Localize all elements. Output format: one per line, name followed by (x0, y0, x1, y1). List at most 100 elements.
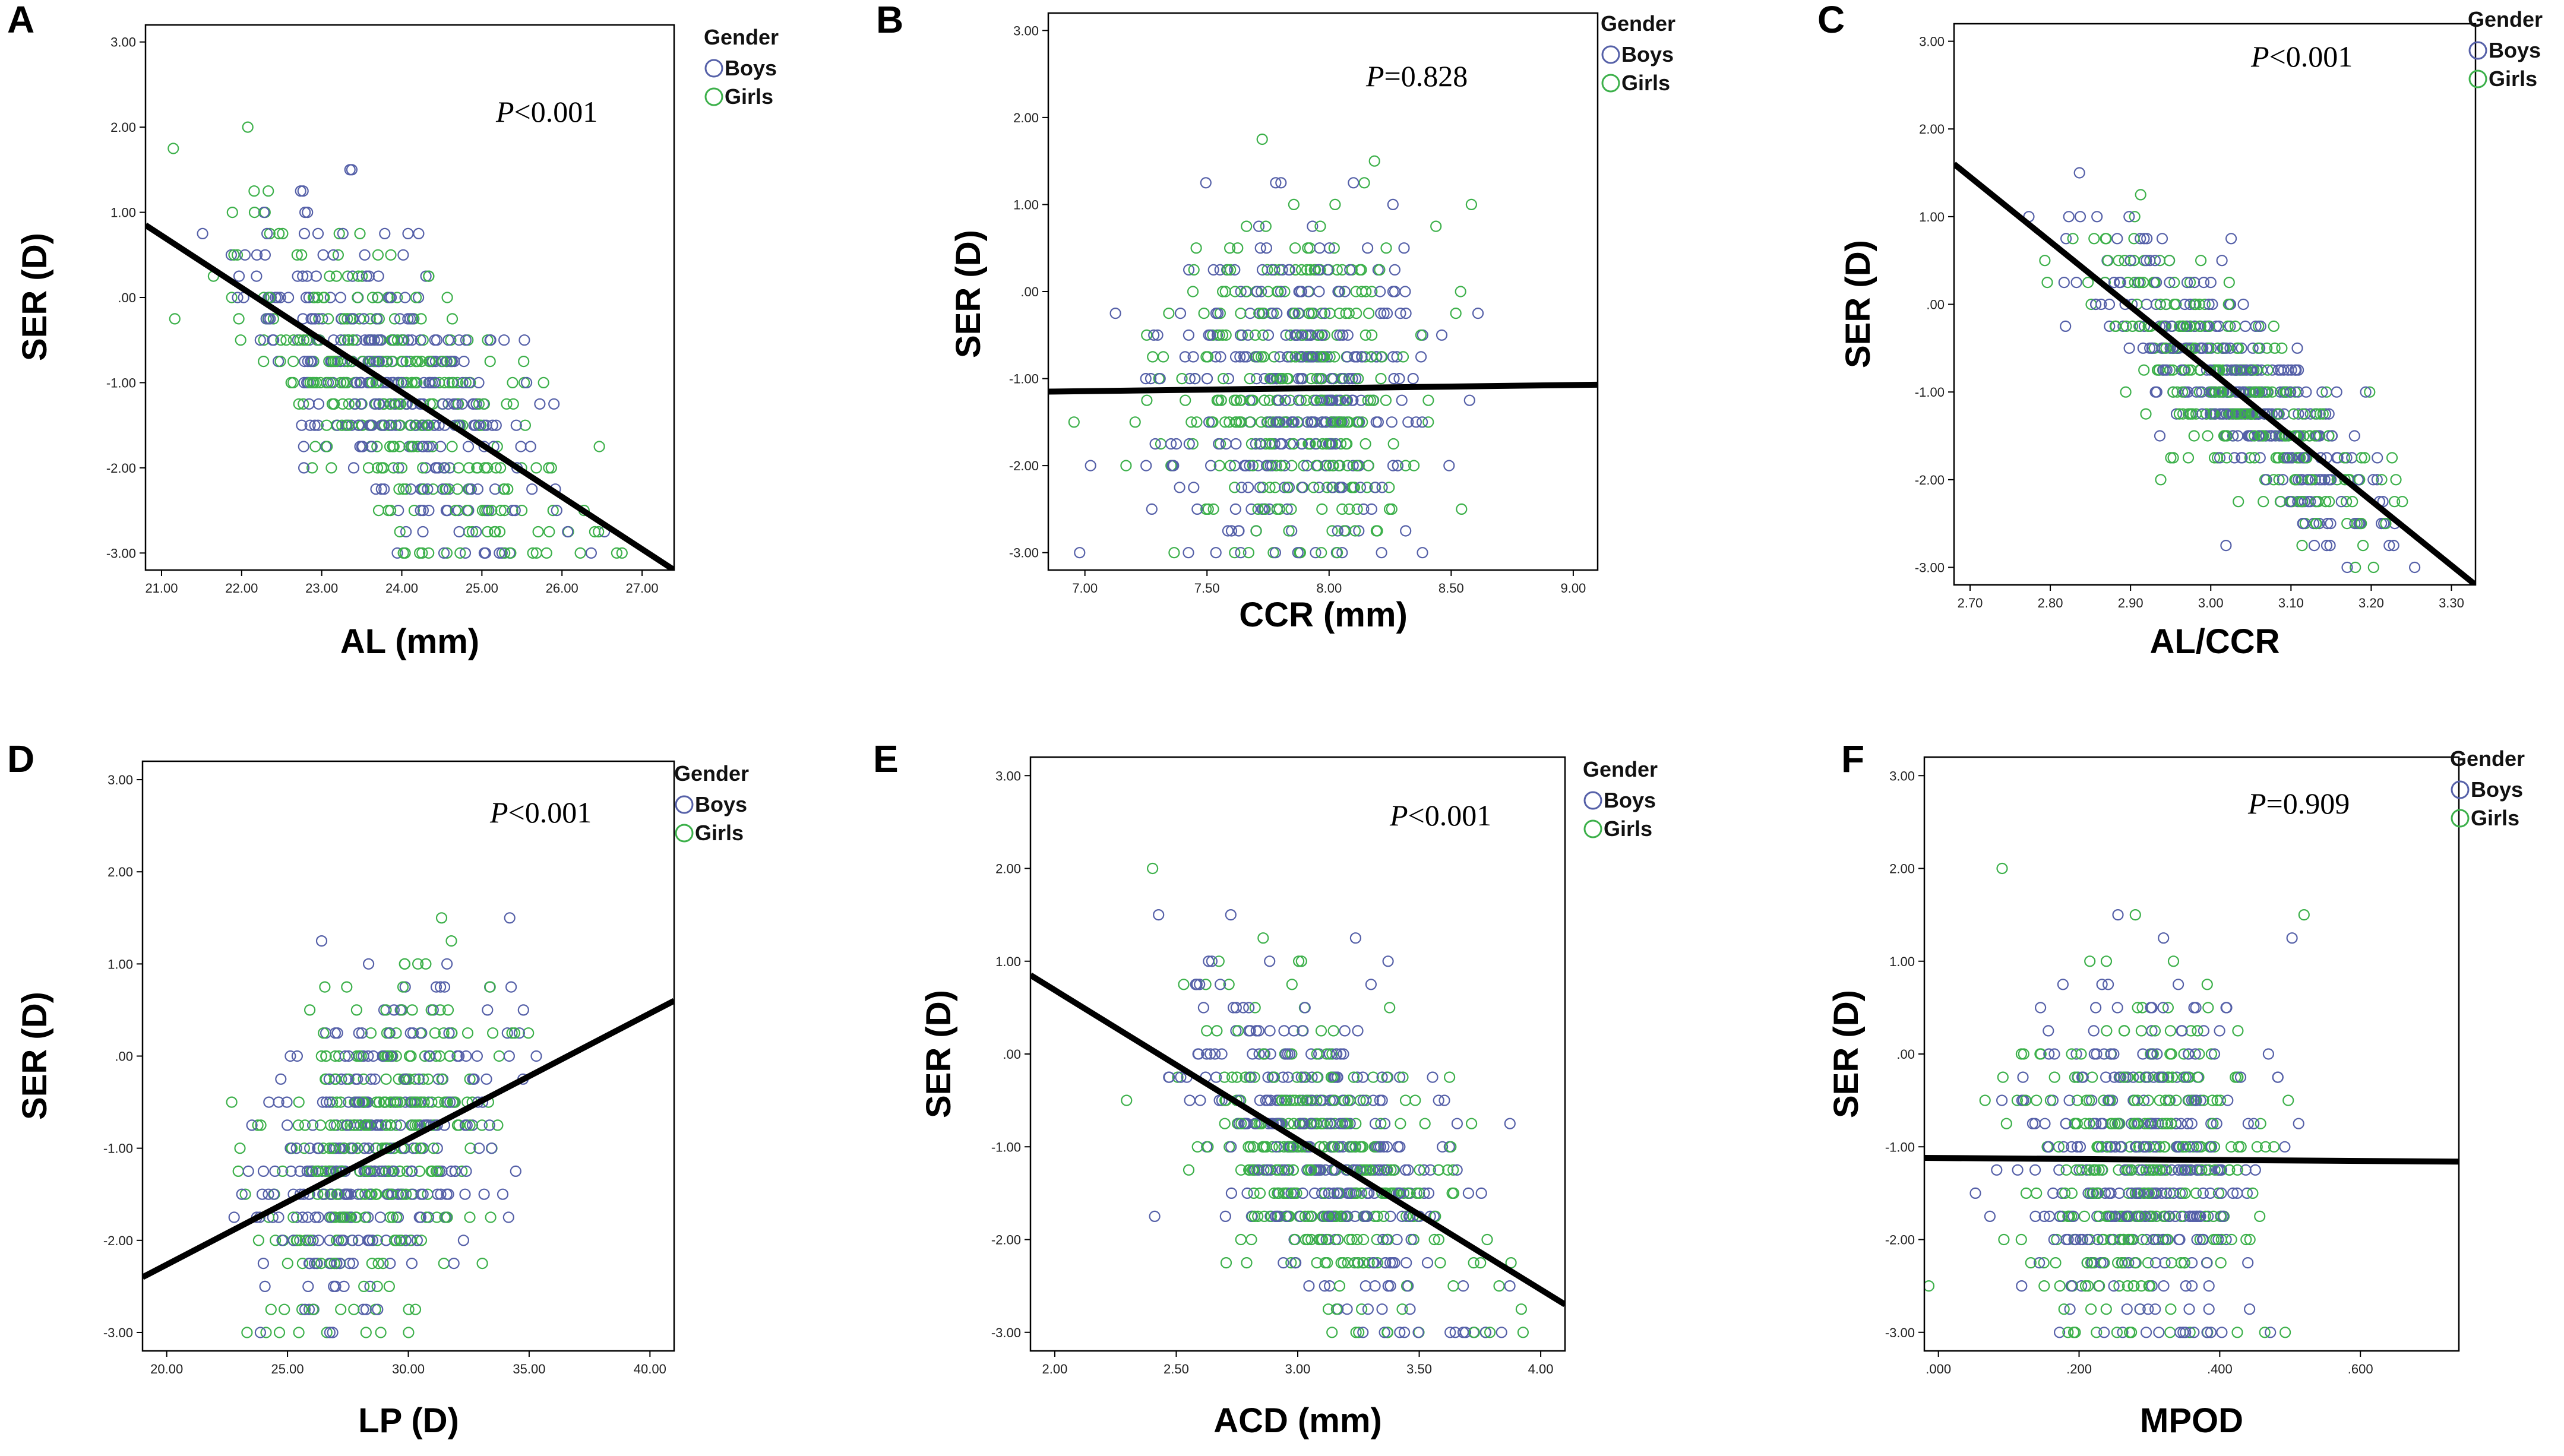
point-girls (2233, 408, 2244, 420)
point-boys (2198, 1025, 2209, 1037)
point-girls (425, 1165, 437, 1178)
point-girls (329, 1073, 341, 1085)
point-girls (2120, 386, 2132, 398)
point-boys (1369, 1280, 1381, 1292)
panel-letter: E (873, 738, 899, 780)
point-girls (167, 143, 179, 154)
point-girls (1202, 1141, 1214, 1153)
point-girls (532, 526, 544, 538)
legend-boys-marker (2468, 41, 2487, 60)
point-girls (311, 376, 323, 389)
point-girls (423, 355, 435, 368)
point-boys (1209, 1048, 1221, 1060)
point-boys (1399, 1164, 1412, 1176)
point-girls (2367, 561, 2379, 574)
point-girls (2196, 1164, 2208, 1176)
point-boys (2367, 474, 2379, 486)
point-boys (320, 1027, 332, 1039)
point-girls (1305, 1164, 1317, 1176)
point-girls (2133, 1210, 2145, 1222)
point-girls (416, 355, 428, 368)
point-girls (315, 1258, 327, 1270)
point-boys (298, 227, 311, 239)
point-girls (299, 1119, 311, 1131)
point-girls (499, 547, 511, 559)
point-boys (276, 1235, 288, 1246)
point-boys (399, 292, 411, 303)
point-boys (1216, 1048, 1228, 1060)
point-girls (1241, 220, 1253, 232)
point-girls (1329, 1141, 1341, 1153)
point-girls (2185, 1025, 2197, 1037)
point-boys (1396, 394, 1408, 406)
point-girls (353, 1050, 365, 1062)
point-girls (1357, 416, 1368, 428)
legend-boys-marker (2451, 780, 2470, 799)
point-girls (593, 526, 605, 538)
point-boys (1275, 177, 1287, 189)
point-boys (310, 270, 323, 282)
point-boys (1206, 955, 1218, 967)
point-girls (394, 419, 406, 431)
x-tick-label: 25.00 (466, 581, 498, 596)
point-girls (1256, 133, 1268, 145)
point-boys (2297, 452, 2309, 464)
point-boys (1308, 1187, 1321, 1199)
point-girls (1364, 394, 1376, 406)
point-boys (1264, 1164, 1276, 1176)
point-boys (2204, 1187, 2216, 1199)
y-tick-label: 2.00 (1013, 110, 1039, 125)
point-boys (2113, 1071, 2125, 1083)
point-boys (1310, 438, 1321, 450)
x-tick-label: .000 (1926, 1362, 1951, 1376)
point-boys (2211, 1118, 2222, 1129)
point-boys (1264, 1025, 1276, 1037)
point-girls (1351, 1233, 1363, 1246)
point-boys (334, 355, 347, 368)
point-boys (1384, 1210, 1396, 1222)
point-boys (2134, 1303, 2146, 1315)
point-girls (1316, 1118, 1327, 1129)
point-boys (2215, 1164, 2227, 1176)
point-boys (2138, 1141, 2149, 1153)
point-girls (248, 207, 261, 219)
point-boys (2111, 233, 2123, 245)
point-boys (1376, 1071, 1388, 1083)
point-girls (387, 355, 399, 368)
point-girls (329, 355, 341, 368)
point-boys (431, 1142, 443, 1154)
point-girls (406, 1004, 418, 1016)
point-boys (1197, 1002, 1210, 1014)
point-girls (326, 398, 339, 410)
point-girls (2276, 342, 2288, 354)
point-girls (1327, 460, 1339, 471)
point-boys (2075, 1233, 2086, 1246)
point-boys (1314, 242, 1326, 254)
point-boys (1276, 438, 1288, 450)
legend-title: Gender (674, 761, 749, 786)
point-boys (2149, 386, 2161, 398)
point-boys (2063, 1094, 2075, 1106)
point-girls (1178, 979, 1190, 990)
point-boys (2189, 277, 2201, 289)
point-girls (264, 292, 276, 303)
point-girls (1996, 862, 2008, 875)
point-girls (1316, 547, 1327, 559)
point-girls (2109, 320, 2121, 333)
point-girls (466, 526, 479, 538)
point-boys (366, 1235, 379, 1246)
point-boys (1362, 1303, 1374, 1315)
y-tick-label: 1.00 (1919, 210, 1945, 224)
scatter-points (226, 912, 542, 1338)
point-girls (1445, 1141, 1457, 1153)
point-girls (1342, 1257, 1354, 1269)
point-boys (2149, 1303, 2161, 1315)
point-girls (298, 398, 309, 410)
point-girls (2138, 364, 2150, 376)
point-girls (1187, 438, 1199, 450)
point-girls (2154, 298, 2166, 311)
point-girls (1382, 1233, 1394, 1246)
point-boys (2137, 1048, 2149, 1060)
point-girls (1351, 416, 1363, 428)
point-girls (2020, 1094, 2032, 1106)
